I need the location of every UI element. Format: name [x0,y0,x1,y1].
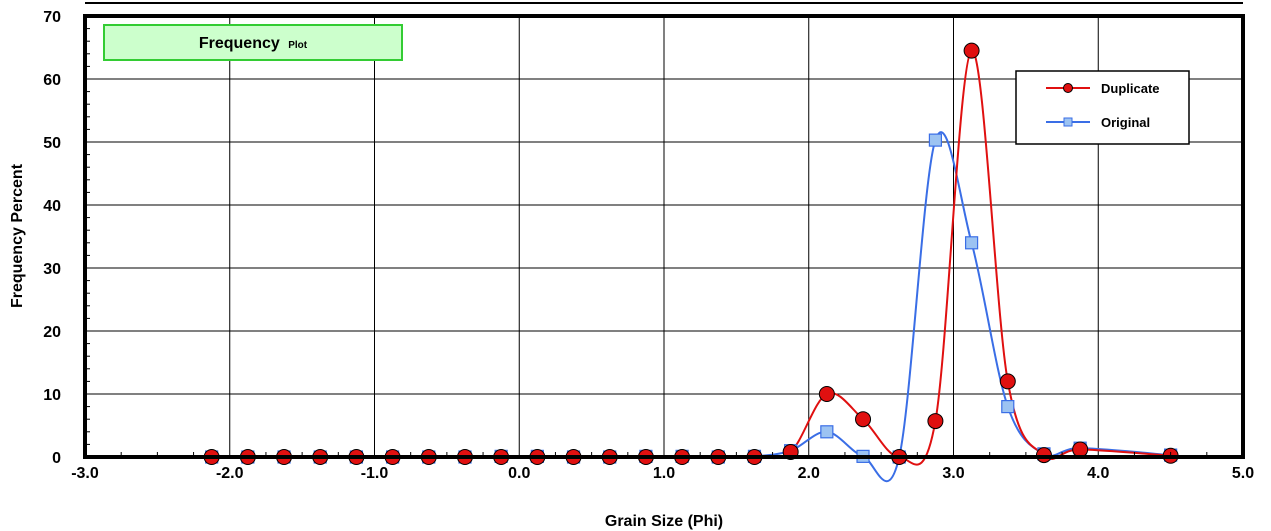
x-tick-label: 4.0 [1087,465,1109,482]
data-point-duplicate [1072,441,1089,458]
x-tick-label: -3.0 [71,465,99,482]
data-point-duplicate [818,386,835,402]
data-point-original [928,133,943,147]
chart-title: Frequency [199,35,280,52]
x-tick-label: 1.0 [653,465,675,482]
data-point-duplicate [999,373,1016,390]
x-tick-label: 3.0 [942,465,964,482]
x-axis-ticks: -3.0 -2.0 -1.0 0.0 1.0 2.0 3.0 4.0 5.0 [71,452,1254,482]
plot-area-border [83,14,1245,459]
chart-subtitle: Plot [288,40,308,51]
y-tick-label: 20 [43,324,61,341]
x-tick-label: -2.0 [216,465,244,482]
y-tick-label: 70 [43,9,61,26]
y-axis-ticks: 0 10 20 30 40 50 60 70 [43,9,90,467]
legend-marker-duplicate [1063,83,1073,93]
data-point-original [964,236,979,250]
x-tick-label: 5.0 [1232,465,1254,482]
y-tick-label: 0 [52,450,61,467]
y-tick-label: 60 [43,72,61,89]
data-point-duplicate [927,413,944,430]
x-axis-label: Grain Size (Phi) [605,513,723,530]
y-tick-label: 10 [43,387,61,404]
y-tick-label: 30 [43,261,61,278]
data-point-duplicate [963,42,980,59]
x-tick-label: 0.0 [508,465,530,482]
legend: Duplicate Original [1015,70,1190,145]
data-point-original [1001,400,1015,414]
legend-marker-original [1063,117,1073,127]
legend-label-original: Original [1101,115,1150,130]
x-tick-label: -1.0 [361,465,389,482]
x-tick-label: 2.0 [798,465,820,482]
y-tick-label: 50 [43,135,61,152]
data-point-original [820,425,834,439]
legend-label-duplicate: Duplicate [1101,81,1160,96]
y-tick-label: 40 [43,198,61,215]
legend-frame [1015,70,1190,145]
y-axis-label: Frequency Percent [9,163,26,308]
title-box: Frequency Plot [103,24,403,61]
title-box-frame [103,24,403,61]
chart-title-text: Frequency Plot [199,35,308,52]
data-point-duplicate [855,411,872,428]
